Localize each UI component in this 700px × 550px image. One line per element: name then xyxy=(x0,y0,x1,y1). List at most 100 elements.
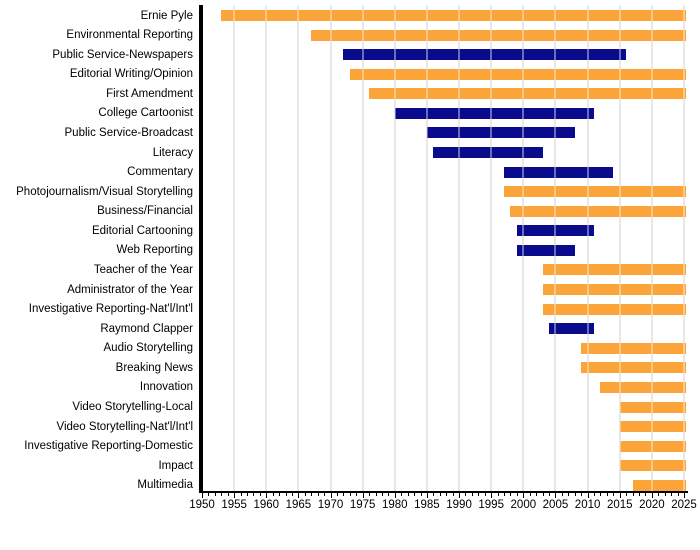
minor-tick-1962 xyxy=(279,492,281,496)
gridline-overlay-1975 xyxy=(361,5,364,491)
minor-tick-1972 xyxy=(343,492,345,496)
x-tick-label: 1970 xyxy=(317,499,344,511)
x-tick-label: 2000 xyxy=(510,499,537,511)
minor-tick-1999 xyxy=(516,492,518,496)
minor-tick-1971 xyxy=(336,492,338,496)
x-tick-label: 1985 xyxy=(414,499,440,511)
category-label: Video Storytelling-Local xyxy=(72,401,193,413)
minor-tick-1954 xyxy=(227,492,229,496)
category-label: Multimedia xyxy=(137,479,193,492)
timeline-bar xyxy=(542,264,686,276)
minor-tick-1994 xyxy=(484,492,486,496)
minor-tick-1968 xyxy=(317,492,319,496)
timeline-bar xyxy=(510,205,686,217)
gridline-2020 xyxy=(650,5,653,491)
gridline-overlay-2005 xyxy=(554,5,557,491)
gridline-1980 xyxy=(393,5,396,491)
gridline-1985 xyxy=(425,5,428,491)
category-label: Literacy xyxy=(152,146,193,159)
timeline-bar xyxy=(549,323,595,335)
minor-tick-1986 xyxy=(433,492,435,496)
gridline-overlay-1990 xyxy=(458,5,461,491)
minor-tick-1997 xyxy=(504,492,506,496)
minor-tick-1979 xyxy=(388,492,390,496)
minor-tick-1973 xyxy=(349,492,351,496)
timeline-bar xyxy=(504,186,686,198)
category-label: Administrator of the Year xyxy=(67,283,193,296)
major-tick-1960 xyxy=(266,492,268,498)
major-tick-1985 xyxy=(426,492,428,498)
minor-tick-1969 xyxy=(324,492,326,496)
category-label: Innovation xyxy=(139,381,193,394)
minor-tick-1982 xyxy=(407,492,409,496)
minor-tick-2007 xyxy=(568,492,570,496)
major-tick-2020 xyxy=(651,492,653,498)
category-label: Raymond Clapper xyxy=(100,322,193,335)
major-tick-1980 xyxy=(394,492,396,498)
category-label: Commentary xyxy=(127,166,193,179)
minor-tick-1983 xyxy=(414,492,416,496)
x-tick-label: 2020 xyxy=(639,499,665,511)
major-tick-1995 xyxy=(491,492,493,498)
timeline-bar xyxy=(516,244,575,256)
minor-tick-2017 xyxy=(632,492,634,496)
gridline-overlay-1995 xyxy=(490,5,493,491)
major-tick-1975 xyxy=(362,492,364,498)
gridline-overlay-1985 xyxy=(425,5,428,491)
minor-tick-1984 xyxy=(420,492,422,496)
gridline-overlay-2025 xyxy=(683,5,685,491)
minor-tick-2019 xyxy=(645,492,647,496)
minor-tick-1988 xyxy=(446,492,448,496)
major-tick-1970 xyxy=(330,492,332,498)
minor-tick-2002 xyxy=(536,492,538,496)
major-tick-2000 xyxy=(523,492,525,498)
minor-tick-2012 xyxy=(600,492,602,496)
gridline-overlay-2015 xyxy=(618,5,621,491)
gridline-1975 xyxy=(361,5,364,491)
gridline-overlay-1960 xyxy=(265,5,268,491)
timeline-bar xyxy=(343,49,627,61)
gridline-2025 xyxy=(683,5,685,491)
x-tick-label: 1955 xyxy=(221,499,247,511)
category-label: Impact xyxy=(158,459,193,472)
x-tick-label: 2005 xyxy=(542,499,569,511)
gridline-overlay-2000 xyxy=(522,5,525,491)
gridline-overlay-2010 xyxy=(586,5,589,491)
category-label: Web Reporting xyxy=(116,244,194,257)
minor-tick-1957 xyxy=(246,492,248,496)
y-axis-spine xyxy=(199,5,203,492)
timeline-bar xyxy=(619,401,686,413)
x-tick-label: 1995 xyxy=(478,499,504,511)
category-label: First Amendment xyxy=(106,87,193,100)
minor-tick-1998 xyxy=(510,492,512,496)
x-tick-label: 1965 xyxy=(285,499,312,511)
minor-tick-1958 xyxy=(253,492,255,496)
timeline-bar xyxy=(542,303,686,315)
timeline-bar xyxy=(516,225,595,237)
gridline-overlay-1965 xyxy=(297,5,300,491)
minor-tick-1953 xyxy=(221,492,223,496)
category-label: Video Storytelling-Nat'l/Int'l xyxy=(56,420,194,433)
minor-tick-1952 xyxy=(214,492,216,496)
category-label: Audio Storytelling xyxy=(103,342,194,355)
minor-tick-1966 xyxy=(304,492,306,496)
category-label: Editorial Writing/Opinion xyxy=(69,68,193,81)
major-tick-1955 xyxy=(234,492,236,498)
minor-tick-1956 xyxy=(240,492,242,496)
minor-tick-2003 xyxy=(542,492,544,496)
minor-tick-1974 xyxy=(356,492,358,496)
x-tick-label: 1975 xyxy=(349,499,376,511)
major-tick-2015 xyxy=(619,492,621,498)
category-label: Ernie Pyle xyxy=(140,9,193,22)
timeline-bar xyxy=(619,421,686,433)
major-tick-2010 xyxy=(587,492,589,498)
category-label: Investigative Reporting-Nat'l/Int'l xyxy=(28,303,193,316)
gridline-2010 xyxy=(586,5,589,491)
minor-tick-1961 xyxy=(272,492,274,496)
gridline-overlay-1970 xyxy=(329,5,332,491)
category-label: Environmental Reporting xyxy=(66,29,193,42)
timeline-bar xyxy=(619,440,686,452)
major-tick-1950 xyxy=(202,492,203,498)
x-tick-label: 1980 xyxy=(382,499,408,511)
